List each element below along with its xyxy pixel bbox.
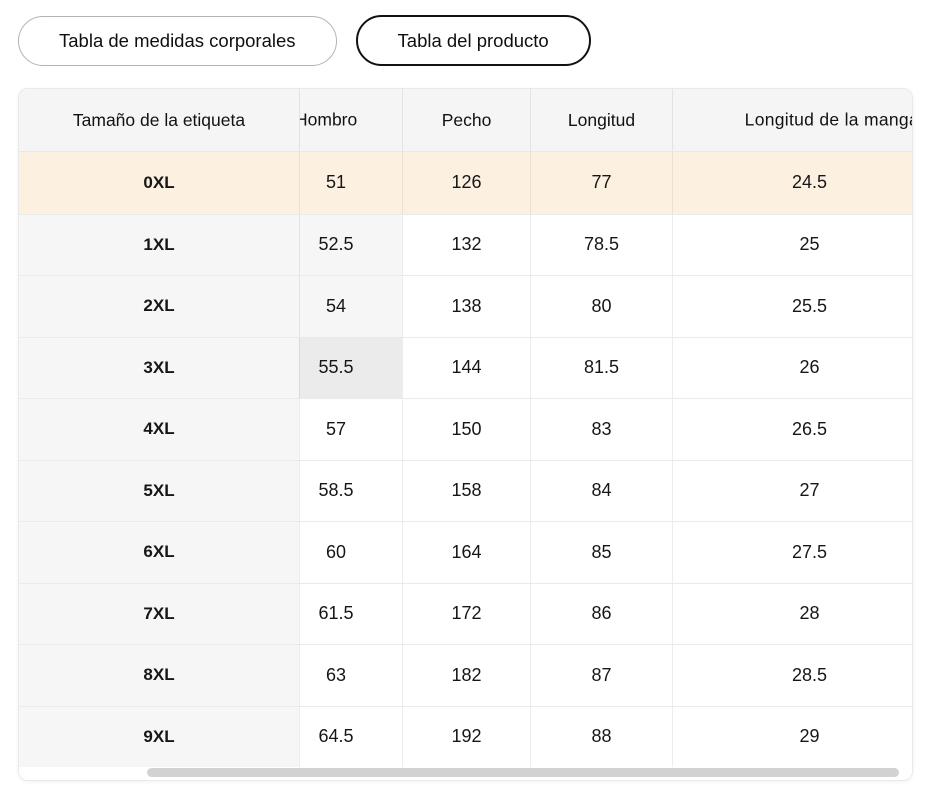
horizontal-scrollbar <box>19 767 912 780</box>
value-cell[interactable]: 150 <box>402 399 530 460</box>
value-cell[interactable]: 51 <box>299 152 402 214</box>
size-table-card: Tamaño de la etiqueta Hombro Pecho Longi… <box>18 88 913 781</box>
value-cell[interactable]: 86 <box>530 583 672 644</box>
value-cell[interactable]: 158 <box>402 460 530 521</box>
size-chart-tabs: Tabla de medidas corporales Tabla del pr… <box>18 15 591 66</box>
value-cell[interactable]: 182 <box>402 645 530 706</box>
size-label-cell[interactable]: 5XL <box>19 460 299 521</box>
table-header: Tamaño de la etiqueta Hombro Pecho Longi… <box>19 89 912 152</box>
value-cell[interactable]: 57 <box>299 399 402 460</box>
table-row: 0XL 51 126 77 24.5 <box>19 152 912 214</box>
value-cell[interactable]: 77 <box>530 152 672 214</box>
value-cell[interactable]: 172 <box>402 583 530 644</box>
value-cell[interactable]: 138 <box>402 276 530 337</box>
value-cell[interactable]: 81.5 <box>530 337 672 398</box>
value-cell[interactable]: 26.5 <box>672 399 912 460</box>
table-row: 2XL 54 138 80 25.5 <box>19 275 912 337</box>
value-cell[interactable]: 132 <box>402 214 530 275</box>
column-header-label-size: Tamaño de la etiqueta <box>72 109 246 130</box>
value-cell[interactable]: 54 <box>299 276 402 337</box>
value-cell[interactable]: 126 <box>402 152 530 214</box>
tab-product-measurements[interactable]: Tabla del producto <box>355 15 591 66</box>
column-header-shoulder: Hombro <box>299 89 402 151</box>
table-rows: 0XL 51 126 77 24.5 1XL 52.5 132 78.5 25 2XL 54 138 80… <box>19 152 912 767</box>
table-row: 6XL 60 164 85 27.5 <box>19 521 912 583</box>
size-label-cell[interactable]: 7XL <box>19 583 299 644</box>
table-row: 5XL 58.5 158 84 27 <box>19 459 912 521</box>
value-cell[interactable]: 60 <box>299 522 402 583</box>
value-cell[interactable]: 25.5 <box>672 276 912 337</box>
value-cell[interactable]: 55.5 <box>299 337 402 398</box>
table-row: 7XL 61.5 172 86 28 <box>19 582 912 644</box>
value-cell[interactable]: 144 <box>402 337 530 398</box>
value-cell[interactable]: 83 <box>530 399 672 460</box>
size-label-cell[interactable]: 6XL <box>19 522 299 583</box>
value-cell[interactable]: 63 <box>299 645 402 706</box>
value-cell[interactable]: 80 <box>530 276 672 337</box>
scrollbar-thumb[interactable] <box>147 768 899 777</box>
value-cell[interactable]: 24.5 <box>672 152 912 214</box>
column-header-sleeve-length: Longitud de la manga <box>672 89 912 151</box>
value-cell[interactable]: 164 <box>402 522 530 583</box>
value-cell[interactable]: 78.5 <box>530 214 672 275</box>
size-label-cell[interactable]: 2XL <box>19 276 299 337</box>
size-label-cell[interactable]: 8XL <box>19 645 299 706</box>
value-cell[interactable]: 26 <box>672 337 912 398</box>
table-row: 9XL 64.5 192 88 29 <box>19 705 912 767</box>
size-label-cell[interactable]: 1XL <box>19 214 299 275</box>
column-header-chest: Pecho <box>402 89 530 151</box>
value-cell[interactable]: 64.5 <box>299 706 402 767</box>
size-label-cell[interactable]: 4XL <box>19 399 299 460</box>
tab-body-measurements[interactable]: Tabla de medidas corporales <box>18 15 337 66</box>
value-cell[interactable]: 61.5 <box>299 583 402 644</box>
value-cell[interactable]: 28.5 <box>672 645 912 706</box>
value-cell[interactable]: 87 <box>530 645 672 706</box>
value-cell[interactable]: 27.5 <box>672 522 912 583</box>
value-cell[interactable]: 52.5 <box>299 214 402 275</box>
value-cell[interactable]: 29 <box>672 706 912 767</box>
size-label-cell[interactable]: 0XL <box>19 152 299 214</box>
size-label-cell[interactable]: 3XL <box>19 337 299 398</box>
value-cell[interactable]: 28 <box>672 583 912 644</box>
value-cell[interactable]: 27 <box>672 460 912 521</box>
value-cell[interactable]: 192 <box>402 706 530 767</box>
size-label-cell[interactable]: 9XL <box>19 706 299 767</box>
table-row: 1XL 52.5 132 78.5 25 <box>19 213 912 275</box>
value-cell[interactable]: 88 <box>530 706 672 767</box>
column-header-length: Longitud <box>530 89 672 151</box>
value-cell[interactable]: 58.5 <box>299 460 402 521</box>
table-row: 4XL 57 150 83 26.5 <box>19 398 912 460</box>
table-row: 3XL 55.5 144 81.5 26 <box>19 336 912 398</box>
value-cell[interactable]: 85 <box>530 522 672 583</box>
value-cell[interactable]: 84 <box>530 460 672 521</box>
table-row: 8XL 63 182 87 28.5 <box>19 644 912 706</box>
value-cell[interactable]: 25 <box>672 214 912 275</box>
